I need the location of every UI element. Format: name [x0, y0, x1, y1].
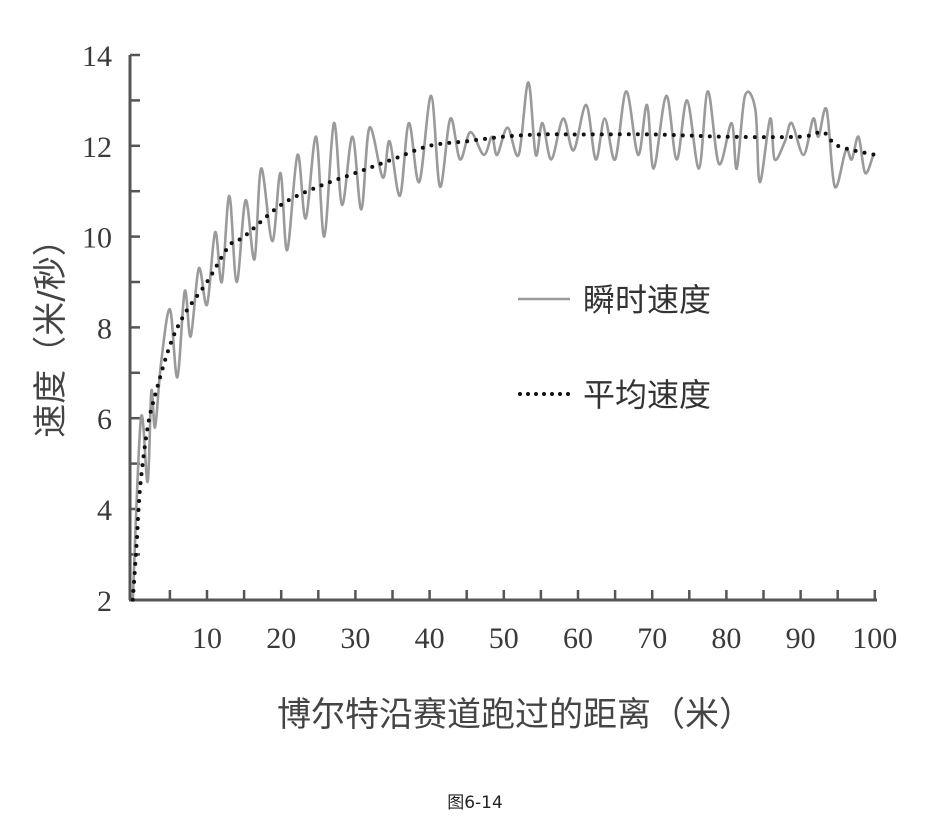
y-tick-label: 2 — [97, 585, 112, 618]
y-tick-label: 4 — [97, 494, 112, 527]
legend-label-instant: 瞬时速度 — [583, 281, 711, 319]
x-tick-label: 70 — [637, 622, 667, 655]
y-tick-label: 8 — [97, 312, 112, 345]
x-tick-label: 90 — [786, 622, 816, 655]
x-tick-label: 20 — [266, 622, 296, 655]
x-tick-label: 60 — [563, 622, 593, 655]
legend: 瞬时速度 平均速度 — [518, 281, 711, 414]
series-average-speed-line — [130, 129, 877, 602]
figure-caption: 图6-14 — [447, 793, 503, 813]
x-tick-label: 40 — [415, 622, 445, 655]
series-instant-speed-line — [131, 80, 875, 600]
x-tick-label: 50 — [489, 622, 519, 655]
y-tick-label: 12 — [82, 131, 112, 164]
legend-label-average: 平均速度 — [583, 376, 711, 414]
x-tick-label: 100 — [852, 622, 897, 655]
x-axis-title: 博尔特沿赛道跑过的距离（米） — [277, 695, 753, 735]
y-axis-title: 速度（米/秒） — [31, 222, 71, 437]
x-tick-label: 10 — [192, 622, 222, 655]
x-tick-label: 30 — [340, 622, 370, 655]
y-tick-label: 14 — [82, 40, 112, 73]
y-tick-label: 6 — [97, 403, 112, 436]
y-tick-label: 10 — [82, 222, 112, 255]
x-tick-label: 80 — [711, 622, 741, 655]
